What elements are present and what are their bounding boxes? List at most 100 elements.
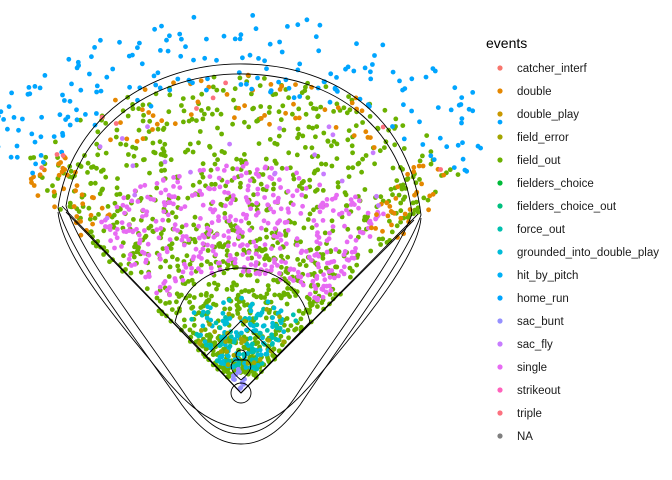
point-sac_fly (227, 141, 233, 147)
legend-label-double: double (517, 86, 552, 98)
point-field_out (138, 217, 144, 223)
point-single (222, 215, 228, 221)
point-field_out (279, 264, 284, 270)
point-single (158, 190, 164, 196)
point-single (247, 227, 253, 233)
point-field_out (169, 241, 175, 247)
point-force_out (252, 363, 257, 369)
point-single (269, 264, 275, 270)
point-field_out (224, 287, 230, 292)
point-single (308, 257, 314, 263)
point-force_out (231, 339, 237, 345)
point-field_out (398, 219, 403, 225)
point-double (380, 228, 385, 234)
point-field_out (331, 109, 336, 114)
point-single (140, 207, 146, 213)
point-field_out (334, 156, 340, 162)
point-field_out (355, 161, 361, 167)
point-grounded_into_double_play (260, 323, 266, 329)
point-single (298, 279, 304, 285)
point-single (299, 192, 305, 198)
point-double (99, 205, 105, 211)
point-field_error (199, 328, 204, 333)
point-field_out (300, 133, 306, 139)
point-field_out (410, 200, 416, 206)
point-field_out (234, 282, 240, 288)
point-home_run (470, 108, 476, 114)
point-single (307, 291, 313, 297)
point-field_out (136, 245, 141, 250)
point-double (90, 221, 95, 227)
point-field_out (191, 322, 197, 328)
point-field_out (378, 242, 383, 247)
point-home_run (456, 102, 462, 108)
point-home_run (448, 107, 454, 113)
point-single (221, 168, 227, 173)
point-double (134, 138, 140, 144)
point-single (226, 229, 231, 234)
legend-label-field_out: field_out (517, 155, 561, 167)
point-double (416, 163, 422, 169)
point-field_out (428, 161, 434, 167)
point-field_out (221, 270, 227, 276)
point-field_out (132, 244, 137, 250)
point-field_out (206, 282, 212, 287)
point-double (395, 184, 401, 190)
point-field_out (251, 105, 256, 111)
point-single (349, 249, 355, 255)
point-field_out (288, 323, 294, 328)
point-field_out (310, 125, 315, 131)
point-single (210, 248, 216, 254)
point-field_out (318, 269, 324, 274)
point-grounded_into_double_play (226, 354, 231, 359)
point-single (216, 175, 222, 181)
point-single (320, 294, 326, 300)
point-single (324, 202, 330, 208)
point-field_out (189, 277, 195, 283)
legend-label-home_run: home_run (517, 293, 569, 305)
point-single (167, 237, 173, 243)
point-home_run (158, 48, 163, 53)
point-single (166, 192, 172, 198)
point-field_out (231, 97, 236, 103)
point-field_error (277, 314, 282, 320)
point-home_run (372, 53, 377, 58)
point-field_out (103, 120, 109, 126)
point-field_out (170, 210, 175, 216)
point-field_out (280, 292, 286, 298)
point-field_out (300, 186, 305, 192)
point-single (132, 188, 138, 194)
point-field_out (170, 254, 175, 260)
point-home_run (317, 22, 323, 28)
point-single (253, 244, 259, 249)
point-field_out (190, 330, 196, 336)
point-single (254, 167, 260, 173)
point-double (268, 82, 274, 87)
point-field_out (305, 217, 311, 222)
point-double (384, 200, 390, 206)
point-home_run (151, 73, 157, 79)
point-single (248, 206, 254, 212)
point-single (156, 235, 162, 241)
point-field_out (301, 225, 307, 231)
point-field_out (267, 137, 273, 142)
point-home_run (30, 170, 35, 176)
point-single (294, 188, 300, 194)
point-single (291, 278, 296, 283)
point-force_out (204, 342, 209, 348)
point-double (333, 125, 339, 130)
point-single (259, 225, 264, 231)
point-field_out (322, 230, 328, 236)
point-single (255, 186, 261, 192)
point-home_run (69, 81, 74, 87)
point-single (154, 290, 160, 296)
point-field_error (242, 318, 248, 324)
legend-label-sac_bunt: sac_bunt (517, 316, 564, 328)
point-single (198, 249, 204, 255)
point-field_out (290, 111, 295, 117)
point-field_out (124, 163, 129, 168)
point-field_out (376, 236, 382, 242)
point-field_out (200, 116, 206, 122)
point-field_out (284, 301, 290, 307)
point-single (253, 251, 259, 257)
